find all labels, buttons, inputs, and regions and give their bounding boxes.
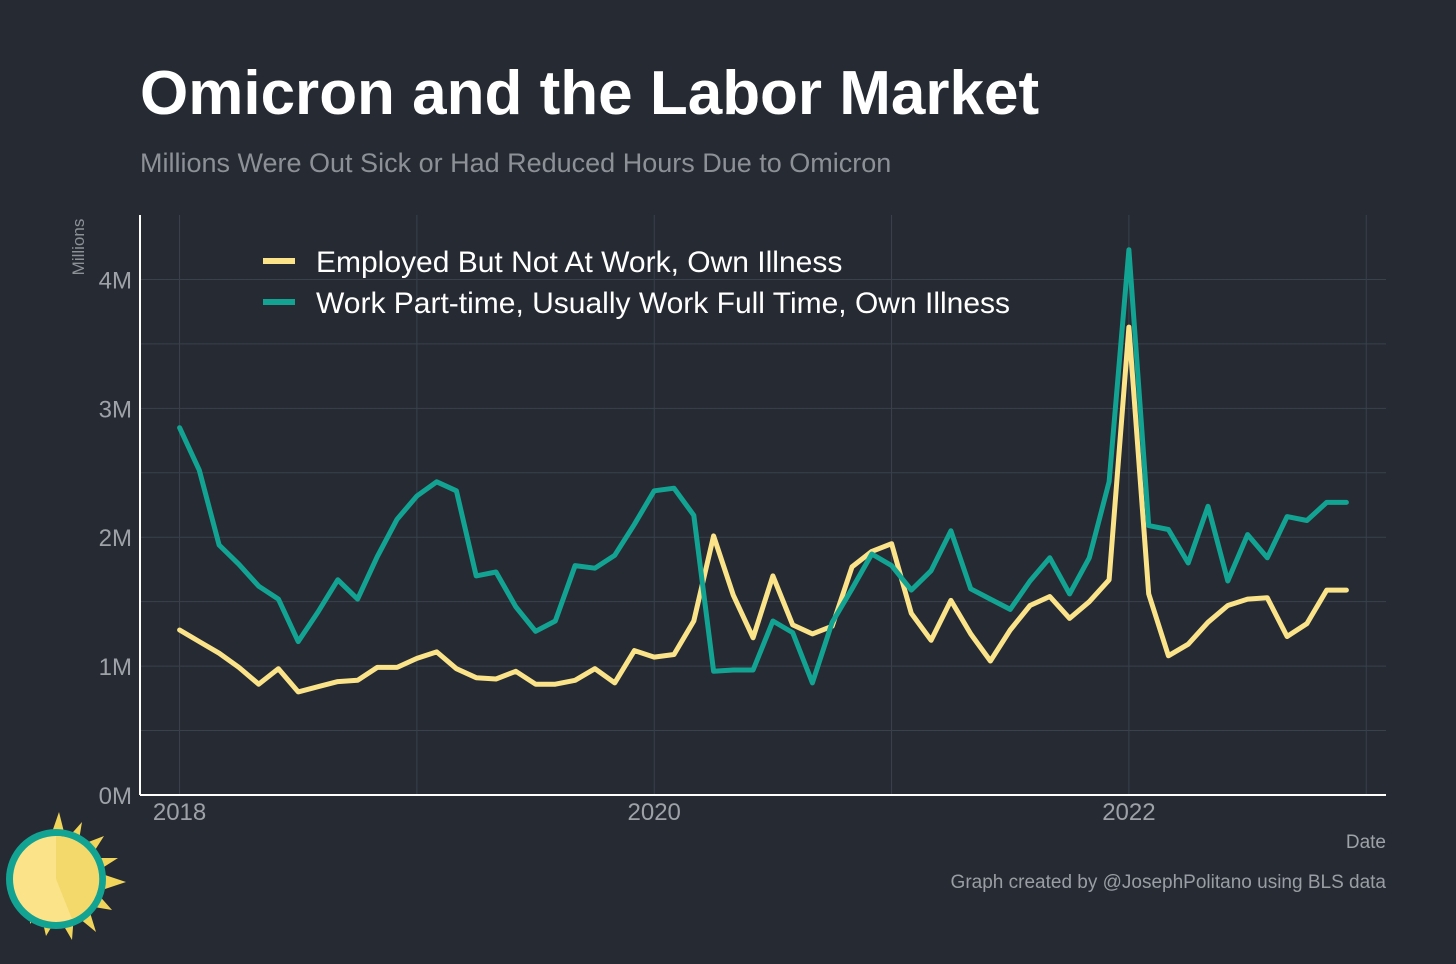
y-tick-label: 3M bbox=[99, 396, 132, 423]
legend-label: Work Part-time, Usually Work Full Time, … bbox=[316, 287, 1010, 320]
sun-icon bbox=[6, 812, 126, 940]
series-line-2 bbox=[177, 247, 1349, 686]
y-axis-title: Millions bbox=[69, 219, 88, 276]
x-tick-label: 2020 bbox=[628, 799, 681, 826]
source-caption: Graph created by @JosephPolitano using B… bbox=[950, 872, 1386, 893]
x-axis-title: Date bbox=[1346, 832, 1386, 853]
y-tick-label: 4M bbox=[99, 267, 132, 294]
legend-label: Employed But Not At Work, Own Illness bbox=[316, 246, 842, 279]
x-tick-label: 2022 bbox=[1102, 799, 1155, 826]
x-tick-label: 2018 bbox=[153, 799, 206, 826]
chart-subtitle: Millions Were Out Sick or Had Reduced Ho… bbox=[140, 148, 892, 178]
y-tick-label: 2M bbox=[99, 525, 132, 552]
y-tick-label: 0M bbox=[99, 783, 132, 810]
y-tick-label: 1M bbox=[99, 654, 132, 681]
series-line-1 bbox=[177, 324, 1349, 695]
chart-title: Omicron and the Labor Market bbox=[140, 59, 1040, 128]
